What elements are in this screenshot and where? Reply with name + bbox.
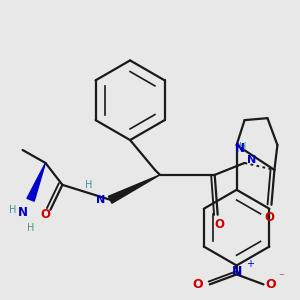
Text: H: H [27, 223, 34, 232]
Text: O: O [215, 218, 225, 231]
Text: N: N [18, 206, 28, 219]
Text: O: O [193, 278, 203, 291]
Text: N: N [247, 155, 256, 165]
Text: O: O [40, 208, 50, 221]
Text: ⁻: ⁻ [278, 272, 284, 282]
Text: N: N [96, 195, 105, 205]
Text: N: N [235, 142, 244, 154]
Text: +: + [245, 260, 253, 269]
Text: O: O [265, 278, 276, 291]
Text: H: H [85, 180, 92, 190]
Text: O: O [264, 211, 274, 224]
Text: N: N [231, 265, 242, 278]
Text: H: H [239, 142, 246, 152]
Polygon shape [27, 163, 46, 201]
Polygon shape [108, 175, 160, 203]
Text: H: H [9, 205, 16, 215]
